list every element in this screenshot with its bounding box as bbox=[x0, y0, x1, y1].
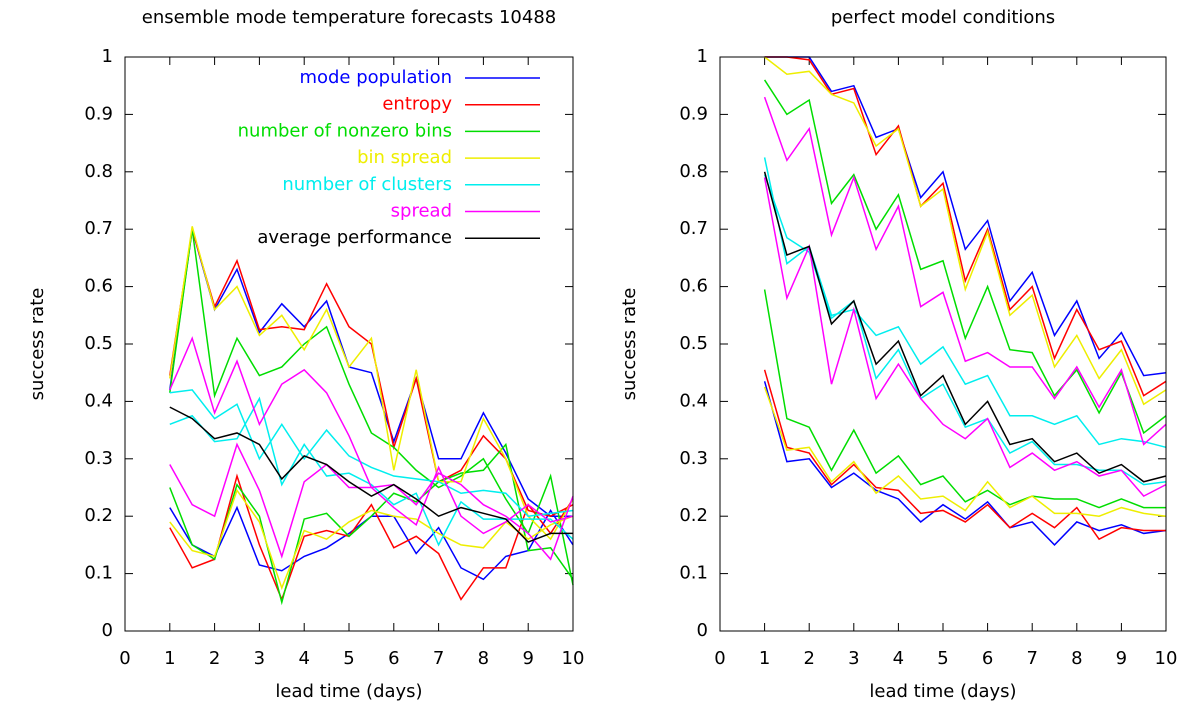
legend-label: number of clusters bbox=[282, 174, 452, 195]
series-line bbox=[763, 369, 1166, 541]
y-tick-label: 0.2 bbox=[679, 505, 708, 526]
x-tick-label: 7 bbox=[433, 648, 444, 669]
y-tick-label: 0.4 bbox=[84, 390, 113, 411]
series-line bbox=[764, 56, 1167, 406]
series-line bbox=[169, 389, 574, 517]
y-tick-label: 0 bbox=[697, 620, 708, 641]
y-tick-label: 0.9 bbox=[679, 103, 708, 124]
x-tick-label: 2 bbox=[209, 648, 220, 669]
y-tick-label: 1 bbox=[102, 46, 113, 67]
x-tick-label: 4 bbox=[298, 648, 309, 669]
series-line bbox=[763, 96, 1167, 446]
y-tick-label: 0.1 bbox=[679, 563, 708, 584]
y-axis-label: success rate bbox=[619, 288, 640, 401]
x-tick-label: 4 bbox=[893, 648, 904, 669]
y-tick-label: 0.9 bbox=[84, 103, 113, 124]
x-tick-label: 6 bbox=[982, 648, 993, 669]
y-tick-label: 0 bbox=[102, 620, 113, 641]
legend-label: entropy bbox=[382, 94, 452, 115]
series-line bbox=[169, 442, 574, 606]
x-tick-label: 7 bbox=[1026, 648, 1037, 669]
x-tick-label: 0 bbox=[714, 648, 725, 669]
series-line bbox=[763, 79, 1167, 435]
y-tick-label: 0.5 bbox=[679, 333, 708, 354]
y-tick-label: 0.6 bbox=[679, 276, 708, 297]
x-tick-label: 8 bbox=[478, 648, 489, 669]
series-line bbox=[763, 171, 1167, 483]
series-line bbox=[169, 229, 574, 586]
y-tick-label: 0.1 bbox=[84, 563, 113, 584]
y-tick-label: 1 bbox=[697, 46, 708, 67]
y-tick-label: 0.3 bbox=[84, 448, 113, 469]
x-tick-label: 3 bbox=[848, 648, 859, 669]
legend-label: average performance bbox=[257, 227, 452, 248]
plot-border bbox=[719, 56, 1167, 632]
series-line bbox=[763, 174, 1167, 486]
chart-title: perfect model conditions bbox=[831, 7, 1055, 28]
x-tick-label: 5 bbox=[343, 648, 354, 669]
y-tick-label: 0.6 bbox=[84, 276, 113, 297]
x-tick-label: 8 bbox=[1071, 648, 1082, 669]
x-axis-label: lead time (days) bbox=[869, 681, 1016, 702]
x-tick-label: 6 bbox=[388, 648, 399, 669]
x-tick-label: 1 bbox=[164, 648, 175, 669]
series-line bbox=[169, 473, 574, 602]
x-tick-label: 5 bbox=[937, 648, 948, 669]
legend-label: spread bbox=[391, 201, 452, 222]
y-tick-label: 0.7 bbox=[679, 218, 708, 239]
y-tick-label: 0.4 bbox=[679, 390, 708, 411]
x-tick-label: 2 bbox=[803, 648, 814, 669]
x-tick-label: 3 bbox=[254, 648, 265, 669]
y-axis-label: success rate bbox=[27, 288, 48, 401]
legend-label: number of nonzero bins bbox=[238, 120, 452, 141]
series-line bbox=[763, 386, 1167, 517]
series-line bbox=[763, 381, 1167, 546]
y-tick-label: 0.8 bbox=[84, 161, 113, 182]
y-tick-label: 0.7 bbox=[84, 218, 113, 239]
x-tick-label: 1 bbox=[759, 648, 770, 669]
y-tick-label: 0.8 bbox=[679, 161, 708, 182]
series-line bbox=[169, 406, 573, 543]
series-line bbox=[764, 56, 1167, 377]
plot-border bbox=[124, 56, 574, 632]
x-tick-label: 0 bbox=[119, 648, 130, 669]
chart-title: ensemble mode temperature forecasts 1048… bbox=[142, 7, 556, 28]
series-line bbox=[169, 228, 573, 517]
y-tick-label: 0.5 bbox=[84, 333, 113, 354]
legend-label: bin spread bbox=[357, 147, 452, 168]
series-line bbox=[763, 289, 1166, 509]
series-line bbox=[169, 226, 574, 541]
x-tick-label: 10 bbox=[562, 648, 585, 669]
series-line bbox=[763, 177, 1167, 498]
y-tick-label: 0.3 bbox=[679, 448, 708, 469]
x-axis-label: lead time (days) bbox=[275, 681, 422, 702]
series-line bbox=[763, 157, 1167, 449]
x-tick-label: 9 bbox=[1116, 648, 1127, 669]
x-tick-label: 10 bbox=[1155, 648, 1178, 669]
y-tick-label: 0.2 bbox=[84, 505, 113, 526]
series-line bbox=[169, 442, 574, 559]
legend-label: mode population bbox=[299, 67, 452, 88]
x-tick-label: 9 bbox=[522, 648, 533, 669]
